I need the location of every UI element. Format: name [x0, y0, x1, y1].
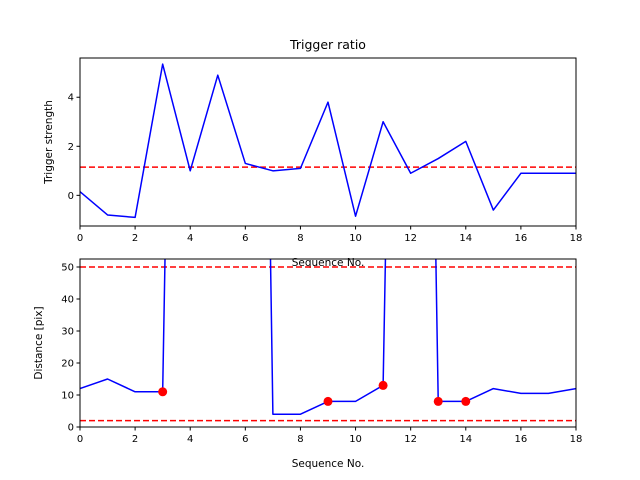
y-tick-label: 4 — [68, 93, 74, 104]
x-tick-label: 4 — [187, 434, 193, 445]
x-tick-label: 12 — [404, 434, 417, 445]
series-line — [80, 63, 576, 219]
chart-marks — [80, 259, 576, 422]
tick-group: 0 2 4 6 8 10 12 14 16 18 0 10 20 30 40 50 — [61, 263, 582, 446]
axes-frame — [79, 258, 577, 428]
y-tick-label: 10 — [61, 391, 74, 402]
x-tick-label: 0 — [77, 434, 83, 445]
x-tick-label: 12 — [404, 233, 417, 244]
x-tick-label: 4 — [187, 233, 193, 244]
y-tick-label: 0 — [68, 191, 74, 202]
y-tick-label: 40 — [61, 295, 74, 306]
y-tick-label: 50 — [61, 263, 74, 274]
x-tick-label: 10 — [349, 233, 362, 244]
x-tick-label: 14 — [459, 434, 472, 445]
y-tick-label: 0 — [68, 423, 74, 434]
tick-group: 0 2 4 6 8 10 12 14 16 18 0 2 4 — [68, 93, 583, 244]
x-axis-label: Sequence No. — [292, 458, 365, 470]
chart-marks — [80, 63, 576, 219]
data-point — [158, 387, 168, 397]
y-tick-label: 20 — [61, 359, 74, 370]
data-point — [461, 396, 471, 406]
distance-chart: 0 2 4 6 8 10 12 14 16 18 0 10 20 30 40 50 Distance [pix… — [33, 258, 582, 470]
data-point — [323, 396, 333, 406]
x-tick-label: 8 — [297, 434, 303, 445]
x-tick-label: 2 — [132, 233, 138, 244]
y-axis-label: Distance [pix] — [33, 306, 45, 379]
trigger-ratio-chart: 0 2 4 6 8 10 12 14 16 18 0 2 4 Trigger ratio Trigger… — [43, 37, 582, 269]
x-tick-label: 0 — [77, 233, 83, 244]
y-tick-label: 30 — [61, 327, 74, 338]
y-tick-label: 2 — [68, 142, 74, 153]
x-tick-label: 16 — [515, 233, 528, 244]
x-tick-label: 16 — [515, 434, 528, 445]
data-point — [433, 396, 443, 406]
x-axis-label: Sequence No. — [292, 257, 365, 269]
x-tick-label: 18 — [570, 233, 583, 244]
chart-title: Trigger ratio — [289, 37, 366, 52]
x-tick-label: 18 — [570, 434, 583, 445]
x-tick-label: 8 — [297, 233, 303, 244]
x-tick-label: 2 — [132, 434, 138, 445]
x-tick-label: 14 — [459, 233, 472, 244]
x-tick-label: 10 — [349, 434, 362, 445]
axes-frame — [79, 57, 577, 227]
data-point — [378, 380, 388, 390]
y-axis-label: Trigger strength — [43, 100, 55, 185]
x-tick-label: 6 — [242, 434, 248, 445]
x-tick-label: 6 — [242, 233, 248, 244]
